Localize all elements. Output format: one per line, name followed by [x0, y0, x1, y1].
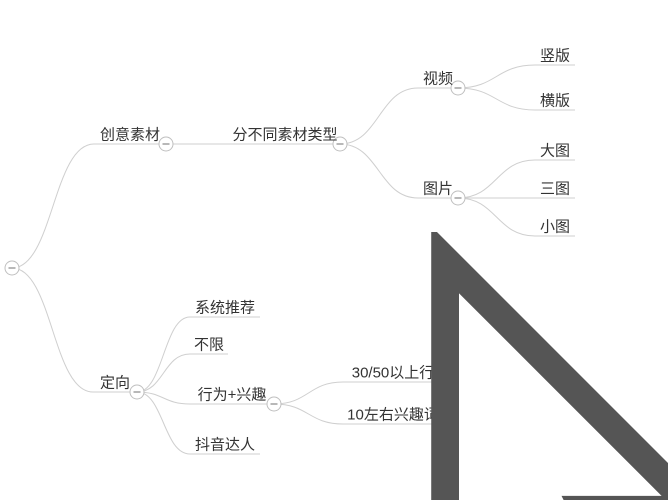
node-label[interactable]: 抖音达人	[195, 434, 255, 455]
edge-connector	[458, 88, 535, 110]
collapse-toggle[interactable]	[451, 191, 465, 205]
node-label[interactable]: 分不同素材类型	[232, 124, 337, 145]
edge-connector	[137, 354, 190, 392]
edge-connector	[137, 317, 190, 392]
node-label[interactable]: 系统推荐	[195, 297, 255, 318]
edge-connector	[137, 392, 190, 454]
edge-connector	[274, 382, 343, 404]
edge-connector	[458, 198, 535, 236]
collapse-toggle[interactable]	[5, 261, 19, 275]
edge-connector	[274, 404, 343, 424]
collapse-toggle[interactable]	[130, 385, 144, 399]
node-label[interactable]: 竖版	[540, 45, 570, 66]
edge-connector	[12, 144, 94, 268]
edge-connector	[340, 88, 418, 144]
node-label[interactable]: 横版	[540, 90, 570, 111]
node-label[interactable]: 小图	[540, 216, 570, 237]
edge-connector	[458, 65, 535, 88]
node-label[interactable]: 图片	[423, 178, 453, 199]
mindmap-canvas	[0, 0, 668, 500]
node-label[interactable]: 行为+兴趣	[198, 384, 267, 405]
node-label[interactable]: 视频	[423, 68, 453, 89]
node-label[interactable]: 10左右兴趣词	[347, 404, 439, 425]
node-label[interactable]: 创意素材	[100, 124, 160, 145]
node-label[interactable]: 不限	[194, 334, 224, 355]
collapse-toggle[interactable]	[451, 81, 465, 95]
collapse-toggle[interactable]	[159, 137, 173, 151]
node-label[interactable]: 三图	[540, 178, 570, 199]
node-label[interactable]: 大图	[540, 140, 570, 161]
node-label[interactable]: 30/50以上行为词	[352, 362, 465, 383]
edge-connector	[340, 144, 418, 198]
node-label[interactable]: 定向	[100, 372, 130, 393]
edge-connector	[458, 160, 535, 198]
edge-connector	[12, 268, 93, 392]
collapse-toggle[interactable]	[267, 397, 281, 411]
